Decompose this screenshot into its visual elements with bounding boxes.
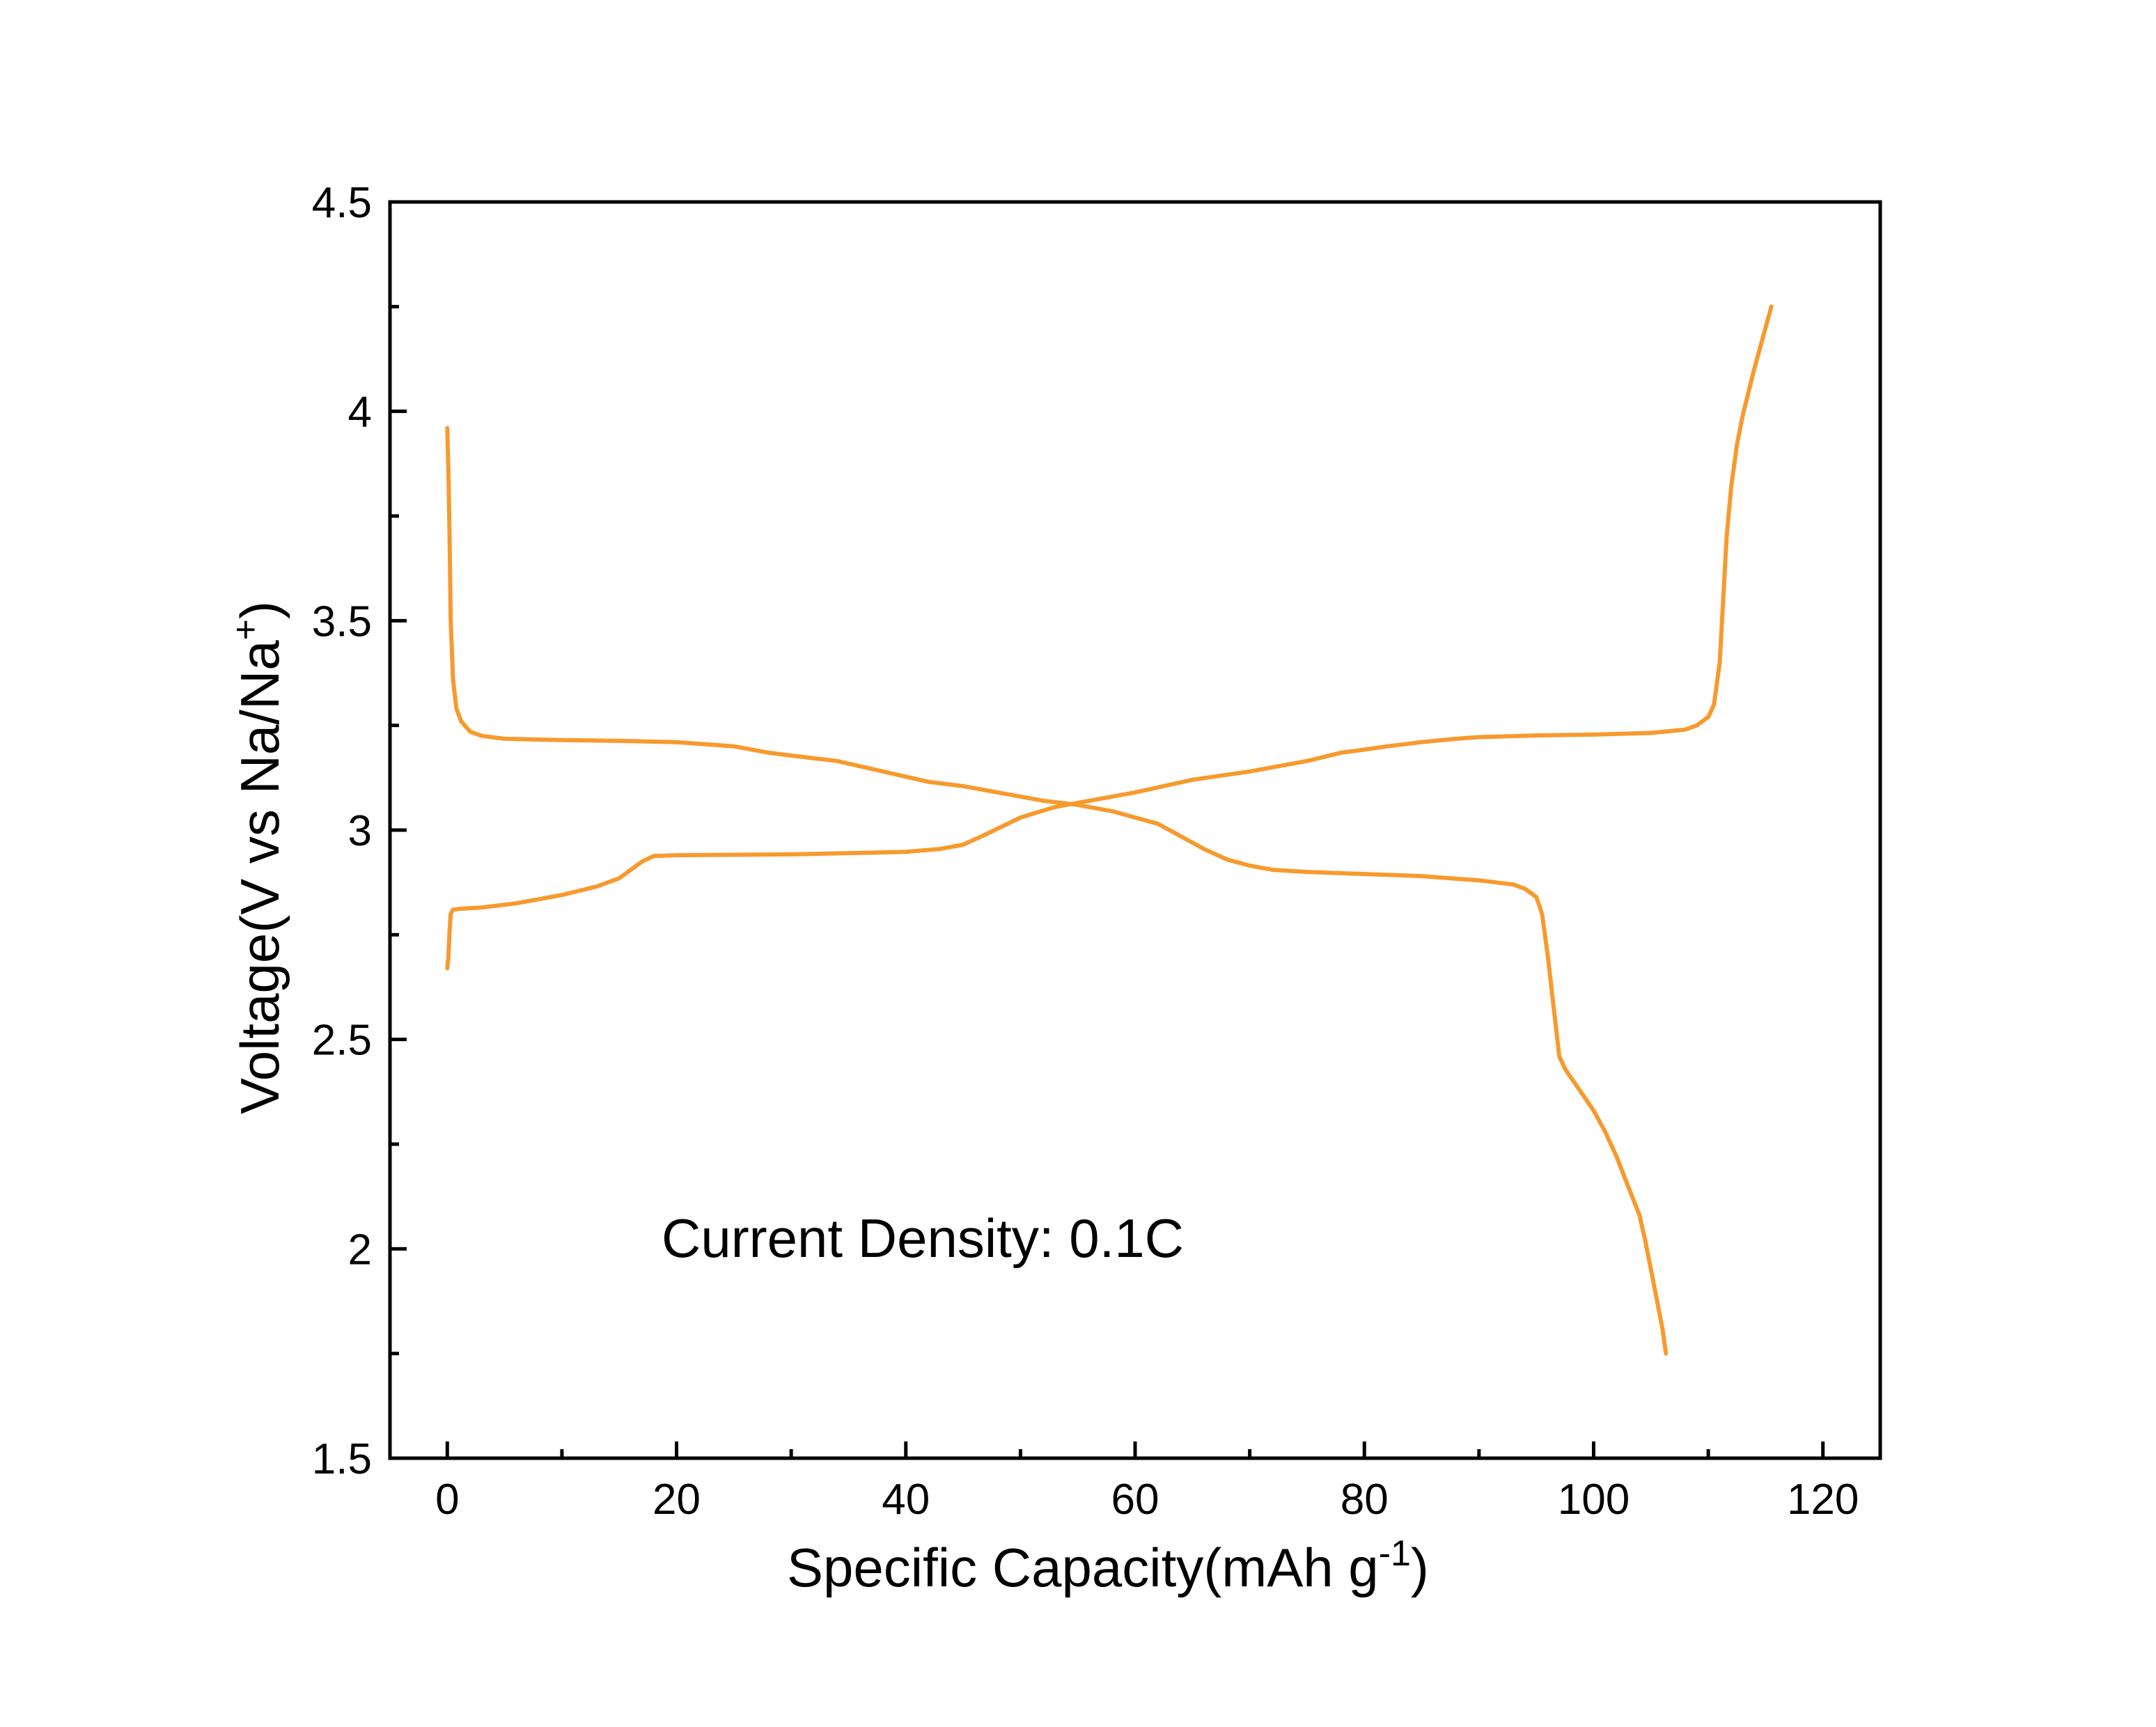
y-tick-label: 2.5 bbox=[312, 1017, 372, 1065]
x-axis-title-superscript: -1 bbox=[1379, 1533, 1411, 1574]
x-tick-label: 120 bbox=[1787, 1476, 1859, 1524]
series-curves bbox=[445, 304, 1774, 1356]
plot-frame bbox=[388, 200, 1882, 1460]
x-tick-label: 80 bbox=[1341, 1476, 1389, 1524]
y-tick-label: 1.5 bbox=[312, 1435, 372, 1483]
tick-labels: 0 20 40 60 80 100 120 1.5 2 2.5 3 3.5 4 4.5 bbox=[312, 179, 1859, 1524]
current-density-annotation: Current Density: 0.1C bbox=[662, 1208, 1184, 1269]
x-tick-label: 100 bbox=[1558, 1476, 1630, 1524]
axis-ticks bbox=[390, 200, 1825, 1460]
y-tick-label: 3 bbox=[348, 807, 372, 855]
y-tick-label: 2 bbox=[348, 1226, 372, 1274]
x-tick-label: 40 bbox=[882, 1476, 930, 1524]
x-tick-label: 60 bbox=[1111, 1476, 1159, 1524]
discharge-curve bbox=[445, 425, 1669, 1356]
x-tick-label: 20 bbox=[653, 1476, 701, 1524]
y-tick-label: 4 bbox=[348, 389, 372, 437]
y-axis-title-superscript: + bbox=[226, 619, 266, 640]
x-tick-label: 0 bbox=[435, 1476, 459, 1524]
y-axis-title: Voltage(V vs Na/Na+) bbox=[226, 601, 290, 1114]
x-axis-title: Specific Capacity(mAh g-1) bbox=[787, 1533, 1429, 1598]
y-tick-label: 3.5 bbox=[312, 597, 372, 646]
charge-curve bbox=[445, 304, 1774, 971]
y-tick-label: 4.5 bbox=[312, 179, 372, 227]
